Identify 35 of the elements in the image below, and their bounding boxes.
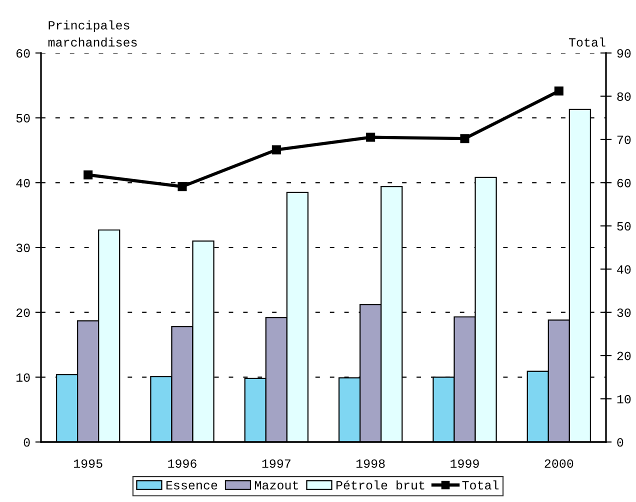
point xyxy=(84,170,93,180)
y-tick-label: 40 xyxy=(16,178,30,188)
y-tick-label: 50 xyxy=(16,114,30,122)
x-tick-label: 2000 xyxy=(544,459,574,468)
y2-tick-label: 20 xyxy=(617,352,631,360)
y-tick-label: 10 xyxy=(16,373,30,382)
legend-label: Essence xyxy=(166,481,218,490)
x-tick-label: 1997 xyxy=(262,459,290,468)
y2-tick-label: 60 xyxy=(617,178,631,188)
y-axis-title: Principales marchandises xyxy=(48,20,137,47)
x-tick-label: 1999 xyxy=(450,459,479,468)
legend-label: Pétrole brut xyxy=(336,480,424,490)
y2-tick-label: 0 xyxy=(617,438,624,447)
y-tick-label: 20 xyxy=(16,308,30,317)
x-tick-label: 1998 xyxy=(356,459,385,468)
y-tick-label: 0 xyxy=(24,438,30,447)
point xyxy=(272,145,281,154)
y2-tick-label: 80 xyxy=(617,92,631,101)
x-tick-label: 1995 xyxy=(74,459,102,468)
y2-axis-title: Total xyxy=(568,37,606,47)
point xyxy=(460,134,470,144)
point xyxy=(178,182,187,192)
y2-tick-label: 70 xyxy=(617,136,631,144)
y-tick-label: 60 xyxy=(16,49,30,58)
x-tick-label: 1996 xyxy=(168,459,196,468)
point xyxy=(366,132,376,142)
point xyxy=(554,86,564,96)
y2-tick-label: 50 xyxy=(617,222,631,231)
y-tick-label: 30 xyxy=(16,244,30,252)
y2-tick-label: 10 xyxy=(617,394,631,404)
legend-label: Mazout xyxy=(255,481,298,490)
y2-tick-label: 40 xyxy=(617,265,631,274)
y2-tick-label: 30 xyxy=(617,308,631,317)
legend-label: Total xyxy=(462,480,499,490)
y2-tick-label: 90 xyxy=(617,49,631,58)
